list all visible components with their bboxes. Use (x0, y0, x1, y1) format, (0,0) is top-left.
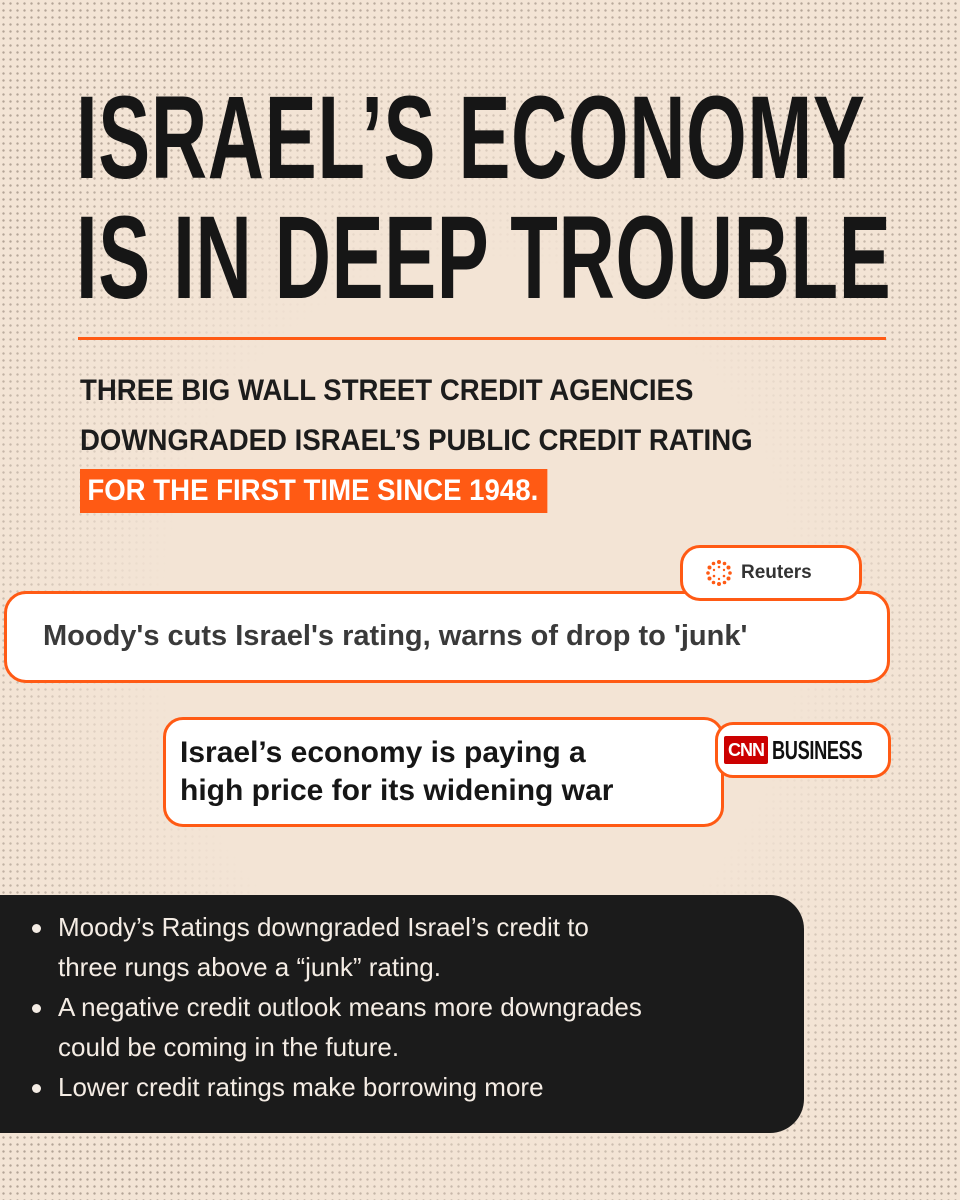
reuters-headline: Moody's cuts Israel's rating, warns of d… (43, 620, 748, 652)
subtitle-highlight: FOR THE FIRST TIME SINCE 1948. (80, 469, 548, 513)
cnn-logo: CNN (724, 736, 768, 764)
reuters-logo-text: Reuters (741, 562, 812, 583)
key-points-list: Moody’s Ratings downgraded Israel’s cred… (30, 907, 642, 1107)
cnn-headline-card: Israel’s economy is paying a high price … (163, 717, 724, 827)
cnn-headline-line-1: Israel’s economy is paying a (180, 736, 586, 769)
key-point-line: three rungs above a “junk” rating. (58, 952, 441, 982)
key-points-panel: Moody’s Ratings downgraded Israel’s cred… (0, 895, 804, 1133)
key-point-line: Moody’s Ratings downgraded Israel’s cred… (58, 912, 589, 942)
subtitle-line-2: DOWNGRADED ISRAEL’S PUBLIC CREDIT RATING (80, 424, 753, 457)
key-point-item: A negative credit outlook means more dow… (30, 987, 642, 1067)
key-point-line: A negative credit outlook means more dow… (58, 992, 642, 1022)
reuters-source-tag: Reuters (680, 545, 862, 601)
key-point-line: Lower credit ratings make borrowing more (58, 1072, 544, 1102)
subtitle-line-1: THREE BIG WALL STREET CREDIT AGENCIES (80, 374, 694, 407)
cnn-business-tag: CNN BUSINESS (715, 722, 891, 778)
cnn-business-text: BUSINESS (772, 734, 863, 765)
title-line-1: ISRAEL’S ECONOMY (76, 72, 866, 204)
key-point-item: Moody’s Ratings downgraded Israel’s cred… (30, 907, 642, 987)
key-point-line: could be coming in the future. (58, 1032, 400, 1062)
title-line-2: IS IN DEEP TROUBLE (76, 192, 892, 324)
reuters-dot-ring-icon (706, 560, 732, 586)
page-title: ISRAEL’S ECONOMY IS IN DEEP TROUBLE (76, 78, 891, 318)
subtitle: THREE BIG WALL STREET CREDIT AGENCIES DO… (80, 366, 753, 516)
title-divider (78, 337, 886, 340)
cnn-headline-line-2: high price for its widening war (180, 774, 614, 807)
key-point-item: Lower credit ratings make borrowing more (30, 1067, 642, 1107)
cnn-headline: Israel’s economy is paying a high price … (180, 734, 613, 810)
reuters-headline-card: Moody's cuts Israel's rating, warns of d… (4, 591, 890, 683)
